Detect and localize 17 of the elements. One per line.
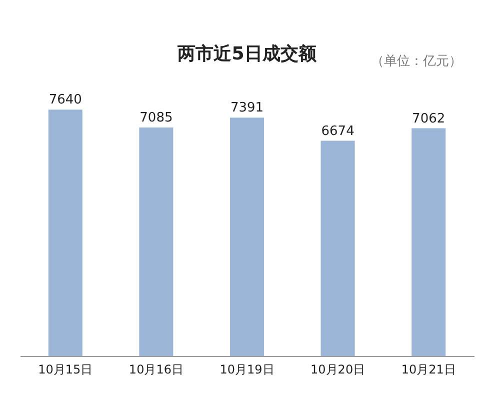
x-tick-label: 10月20日 xyxy=(310,362,366,376)
x-tick-label: 10月21日 xyxy=(401,362,456,376)
bar xyxy=(230,118,264,356)
bar xyxy=(320,140,355,356)
data-label: 6674 xyxy=(321,124,354,139)
data-label: 7391 xyxy=(230,100,264,116)
x-tick-label: 10月15日 xyxy=(38,362,93,376)
bar xyxy=(48,110,82,356)
bar xyxy=(412,128,446,356)
x-tick-label: 10月16日 xyxy=(128,362,184,376)
x-tick-label: 10月19日 xyxy=(220,362,274,376)
chart-title: 两市近5日成交额 xyxy=(176,44,318,65)
data-label: 7085 xyxy=(140,110,173,126)
chart-subtitle: （单位：亿元） xyxy=(371,53,462,70)
data-label: 7062 xyxy=(412,111,446,126)
bar xyxy=(139,128,174,356)
data-label: 7640 xyxy=(48,92,82,108)
